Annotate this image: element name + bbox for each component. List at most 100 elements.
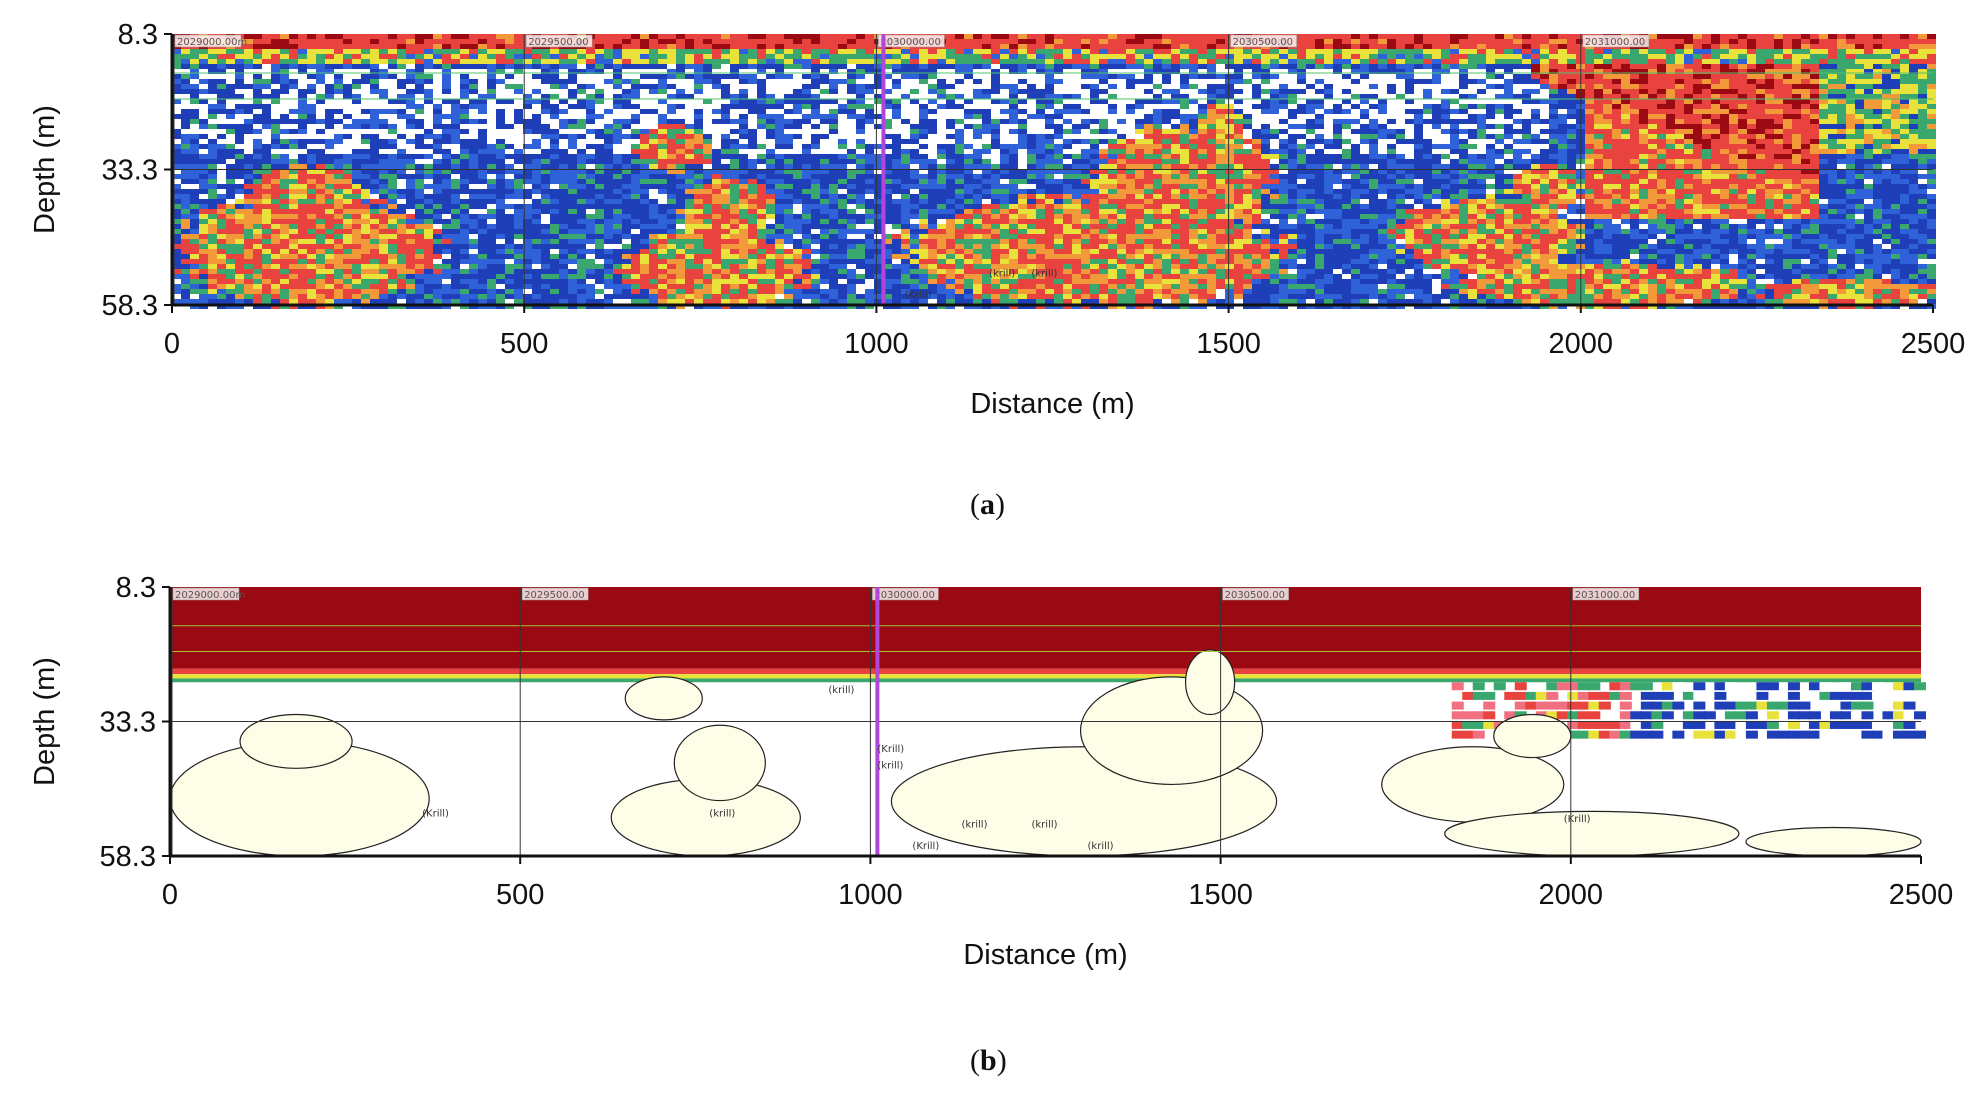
echogram-cell — [856, 144, 865, 149]
echogram-cell — [901, 74, 910, 79]
echogram-cell — [442, 194, 451, 199]
echogram-cell — [406, 179, 415, 184]
echogram-cell — [379, 164, 388, 169]
echogram-cell — [919, 284, 928, 289]
echogram-cell — [748, 94, 757, 99]
echogram-cell — [856, 259, 865, 264]
echogram-cell — [532, 74, 541, 79]
echogram-cell — [613, 154, 622, 159]
echogram-cell — [244, 294, 253, 299]
echogram-cell — [685, 274, 694, 279]
echogram-cell — [397, 169, 406, 174]
echogram-cell — [325, 144, 334, 149]
echogram-cell — [811, 299, 820, 304]
echogram-cell — [775, 129, 784, 134]
echogram-cell — [568, 74, 577, 79]
echogram-cell — [730, 134, 739, 139]
echogram-cell — [289, 99, 298, 104]
echogram-cell — [739, 89, 748, 94]
echogram-cell — [928, 119, 937, 124]
echogram-cell — [820, 179, 829, 184]
echogram-cell — [892, 69, 901, 74]
echogram-cell — [829, 129, 838, 134]
echogram-cell — [730, 284, 739, 289]
echogram-cell — [604, 39, 613, 44]
echogram-cell — [406, 174, 415, 179]
echogram-cell — [964, 44, 973, 49]
echogram-cell — [568, 149, 577, 154]
echogram-cell — [325, 279, 334, 284]
echogram-cell — [361, 39, 370, 44]
echogram-cell — [262, 49, 271, 54]
echogram-cell — [685, 244, 694, 249]
echogram-cell — [235, 54, 244, 59]
echogram-cell — [181, 194, 190, 199]
echogram-cell — [811, 234, 820, 239]
echogram-cell — [793, 64, 802, 69]
echogram-cell — [811, 229, 820, 234]
echogram-cell — [946, 279, 955, 284]
echogram-cell — [343, 64, 352, 69]
echogram-cell — [235, 69, 244, 74]
echogram-cell — [334, 154, 343, 159]
echogram-cell — [532, 134, 541, 139]
echogram-cell — [757, 44, 766, 49]
echogram-cell — [172, 49, 181, 54]
echogram-cell — [343, 139, 352, 144]
echogram-cell — [847, 74, 856, 79]
echogram-cell — [946, 239, 955, 244]
echogram-cell — [982, 104, 991, 109]
echogram-cell — [199, 184, 208, 189]
echogram-cell — [847, 99, 856, 104]
echogram-cell — [667, 34, 676, 39]
echogram-cell — [802, 194, 811, 199]
echogram-cell — [478, 129, 487, 134]
echogram-cell — [847, 89, 856, 94]
echogram-cell — [433, 169, 442, 174]
echogram-cell — [955, 294, 964, 299]
echogram-cell — [505, 39, 514, 44]
echogram-cell — [172, 179, 181, 184]
echogram-cell — [784, 54, 793, 59]
echogram-cell — [766, 134, 775, 139]
echogram-cell — [838, 64, 847, 69]
echogram-cell — [604, 149, 613, 154]
echogram-cell — [649, 219, 658, 224]
echogram-cell — [892, 254, 901, 259]
echogram-cell — [550, 54, 559, 59]
echogram-cell — [343, 239, 352, 244]
echogram-cell — [334, 234, 343, 239]
echogram-cell — [244, 249, 253, 254]
echogram-cell — [820, 274, 829, 279]
echogram-cell — [244, 124, 253, 129]
echogram-cell — [982, 74, 991, 79]
echogram-cell — [640, 109, 649, 114]
echogram-cell — [865, 124, 874, 129]
echogram-cell — [919, 74, 928, 79]
echogram-cell — [415, 84, 424, 89]
echogram-cell — [469, 64, 478, 69]
echogram-cell — [334, 229, 343, 234]
echogram-cell — [487, 159, 496, 164]
echogram-cell — [469, 174, 478, 179]
echogram-cell — [217, 194, 226, 199]
echogram-cell — [406, 254, 415, 259]
echogram-cell — [361, 99, 370, 104]
echogram-cell — [532, 89, 541, 94]
echogram-cell — [433, 274, 442, 279]
echogram-cell — [631, 94, 640, 99]
echogram-cell — [307, 59, 316, 64]
echogram-cell — [361, 189, 370, 194]
echogram-cell — [415, 164, 424, 169]
echogram-cell — [379, 214, 388, 219]
echogram-cell — [901, 99, 910, 104]
echogram-cell — [406, 89, 415, 94]
echogram-cell — [496, 279, 505, 284]
echogram-cell — [298, 279, 307, 284]
echogram-cell — [541, 254, 550, 259]
echogram-cell — [514, 184, 523, 189]
echogram-cell — [253, 54, 262, 59]
echogram-cell — [640, 284, 649, 289]
echogram-cell — [658, 279, 667, 284]
echogram-cell — [685, 144, 694, 149]
